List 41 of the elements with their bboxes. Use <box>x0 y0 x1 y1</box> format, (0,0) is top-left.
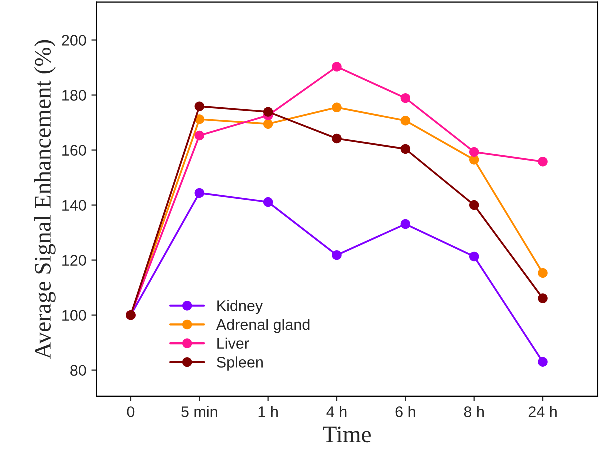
x-tick-label: 0 <box>127 406 135 418</box>
point <box>332 134 342 144</box>
x-tick-label: 5 min <box>182 406 218 418</box>
point <box>332 250 342 260</box>
legend-label: Adrenal gland <box>216 318 310 334</box>
point <box>538 156 548 167</box>
x-tick-label: 1 h <box>258 406 278 418</box>
point <box>469 200 480 210</box>
point <box>538 357 548 367</box>
point <box>400 116 411 126</box>
y-tick-label: 120 <box>62 255 86 266</box>
point <box>194 130 205 141</box>
point <box>538 268 548 278</box>
y-tick-label: 140 <box>62 200 86 211</box>
point <box>400 93 411 104</box>
x-tick-label: 8 h <box>464 406 484 418</box>
x-tick-label: 6 h <box>396 406 416 418</box>
point <box>263 119 274 130</box>
legend-label: Spleen <box>217 356 263 371</box>
point <box>194 102 205 112</box>
point <box>332 102 342 113</box>
point <box>263 107 274 117</box>
legend-label: Kidney <box>218 300 264 314</box>
legend-label: Liver <box>218 338 250 350</box>
y-tick-label: 180 <box>62 90 86 101</box>
point <box>263 197 274 208</box>
y-tick-label: 200 <box>62 35 86 46</box>
point <box>332 62 342 72</box>
point <box>400 144 411 154</box>
x-tick-label: 4 h <box>326 406 347 418</box>
point <box>400 219 411 230</box>
point <box>194 188 205 198</box>
point <box>538 294 548 304</box>
x-tick-label: 24 h <box>528 406 557 418</box>
point <box>469 252 480 262</box>
y-axis-title: Average Signal Enhancement (%) <box>34 40 56 360</box>
y-tick-label: 80 <box>70 365 86 376</box>
point <box>469 147 480 158</box>
x-axis-title: Time <box>323 426 371 443</box>
y-tick-label: 160 <box>62 145 86 156</box>
y-tick-label: 100 <box>62 310 86 322</box>
